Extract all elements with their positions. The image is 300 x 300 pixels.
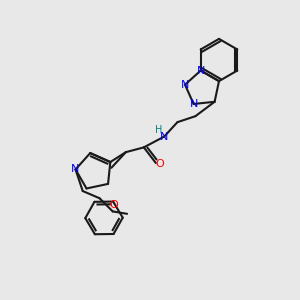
Text: N: N [196, 66, 205, 76]
Text: O: O [110, 200, 118, 210]
Text: O: O [155, 160, 164, 170]
Text: N: N [181, 80, 189, 90]
Text: H: H [155, 125, 163, 135]
Text: N: N [189, 99, 198, 109]
Text: N: N [160, 132, 168, 142]
Text: N: N [71, 164, 80, 174]
